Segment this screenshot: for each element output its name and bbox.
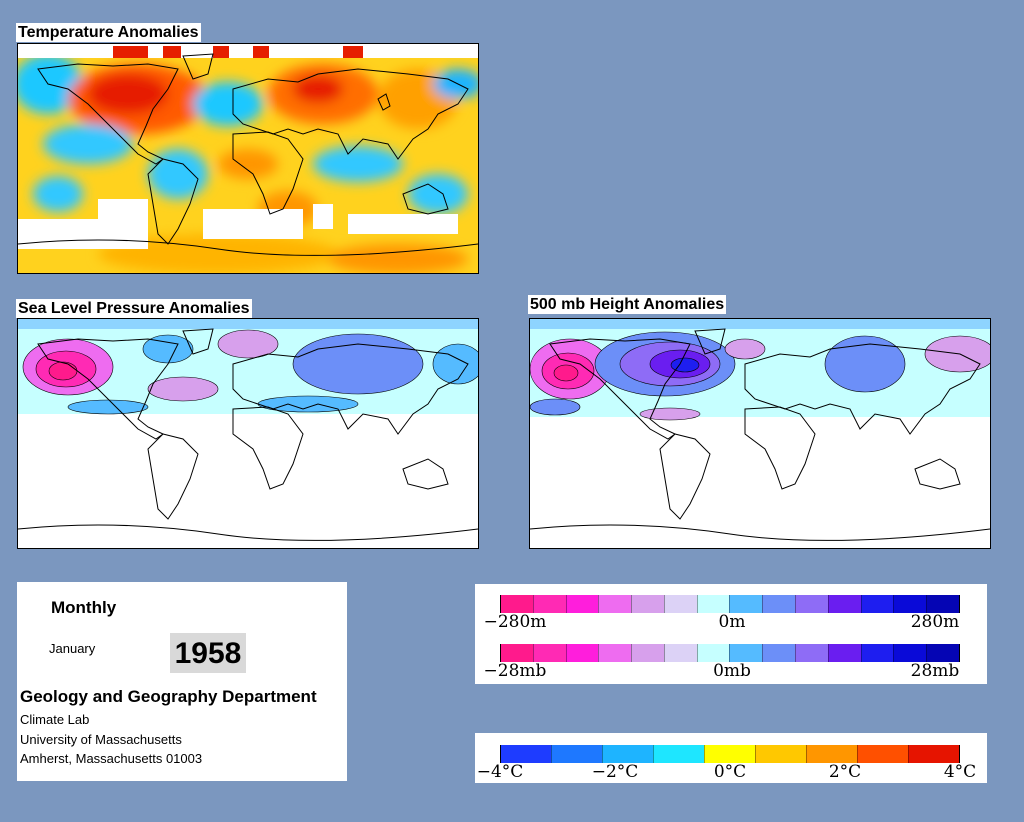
temp-legend-minus4: −4°C bbox=[476, 762, 524, 782]
height-swatch-1 bbox=[532, 595, 566, 613]
temperature-legend: −4°C −2°C 0°C 2°C 4°C bbox=[475, 733, 987, 783]
temp-legend-zero: 0°C bbox=[713, 762, 747, 782]
slp-anomalies-title: Sea Level Pressure Anomalies bbox=[16, 299, 252, 318]
temp-legend-minus2: −2°C bbox=[591, 762, 639, 782]
pressure-swatch-7 bbox=[729, 644, 763, 662]
height-swatch-8 bbox=[762, 595, 796, 613]
temperature-swatch-8 bbox=[908, 745, 960, 763]
pressure-swatch-1 bbox=[532, 644, 566, 662]
address-line-3: Amherst, Massachusetts 01003 bbox=[20, 751, 203, 766]
height-pressure-legend: −280m 0m 280m −28mb 0mb 28mb bbox=[475, 584, 987, 684]
pressure-legend-max: 28mb bbox=[910, 661, 960, 681]
pressure-swatch-11 bbox=[860, 644, 894, 662]
temperature-swatch-3 bbox=[653, 745, 704, 763]
temperature-swatch-1 bbox=[551, 745, 602, 763]
pressure-swatch-10 bbox=[827, 644, 861, 662]
height-legend-max: 280m bbox=[910, 612, 960, 632]
temperature-swatch-2 bbox=[602, 745, 653, 763]
height-swatch-12 bbox=[893, 595, 927, 613]
slp-map-graphic bbox=[18, 319, 478, 548]
temperature-swatch-4 bbox=[704, 745, 755, 763]
height-anomalies-title: 500 mb Height Anomalies bbox=[528, 295, 727, 314]
height-swatch-13 bbox=[926, 595, 960, 613]
height-legend-min: −280m bbox=[483, 612, 547, 632]
info-panel: Monthly January 1958 Geology and Geograp… bbox=[17, 582, 347, 781]
pressure-swatch-5 bbox=[663, 644, 697, 662]
height-color-bar bbox=[500, 595, 960, 613]
height-swatch-5 bbox=[663, 595, 697, 613]
slp-anomaly-map bbox=[17, 318, 479, 549]
temperature-swatch-5 bbox=[755, 745, 806, 763]
height-legend-mid: 0m bbox=[718, 612, 746, 632]
pressure-swatch-4 bbox=[631, 644, 664, 662]
temperature-anomalies-title: Temperature Anomalies bbox=[16, 23, 201, 42]
temperature-swatch-0 bbox=[500, 745, 551, 763]
height-swatch-2 bbox=[565, 595, 599, 613]
temperature-anomaly-map bbox=[17, 43, 479, 274]
pressure-swatch-12 bbox=[893, 644, 927, 662]
height-swatch-11 bbox=[860, 595, 894, 613]
height-swatch-9 bbox=[795, 595, 828, 613]
pressure-swatch-9 bbox=[795, 644, 828, 662]
temperature-swatch-6 bbox=[806, 745, 857, 763]
address-line-1: Climate Lab bbox=[20, 712, 90, 727]
height-swatch-3 bbox=[598, 595, 632, 613]
pressure-legend-min: −28mb bbox=[483, 661, 547, 681]
pressure-swatch-3 bbox=[598, 644, 632, 662]
height-swatch-6 bbox=[696, 595, 730, 613]
address-line-2: University of Massachusetts bbox=[20, 732, 182, 747]
height-swatch-0 bbox=[500, 595, 533, 613]
temperature-map-graphic bbox=[18, 44, 478, 273]
pressure-swatch-13 bbox=[926, 644, 960, 662]
department-name: Geology and Geography Department bbox=[20, 687, 317, 706]
temperature-swatch-7 bbox=[857, 745, 908, 763]
height-map-graphic bbox=[530, 319, 990, 548]
temperature-color-bar bbox=[500, 745, 960, 763]
pressure-color-bar bbox=[500, 644, 960, 662]
pressure-swatch-8 bbox=[762, 644, 796, 662]
temp-legend-plus4: 4°C bbox=[943, 762, 977, 782]
period-label: Monthly bbox=[51, 598, 117, 617]
pressure-swatch-2 bbox=[565, 644, 599, 662]
height-swatch-4 bbox=[631, 595, 664, 613]
height-anomaly-map bbox=[529, 318, 991, 549]
pressure-swatch-6 bbox=[696, 644, 730, 662]
height-swatch-7 bbox=[729, 595, 763, 613]
pressure-legend-mid: 0mb bbox=[713, 661, 751, 681]
month-label: January bbox=[49, 641, 96, 656]
temp-legend-plus2: 2°C bbox=[828, 762, 862, 782]
height-swatch-10 bbox=[827, 595, 861, 613]
year-label: 1958 bbox=[170, 633, 246, 673]
pressure-swatch-0 bbox=[500, 644, 533, 662]
